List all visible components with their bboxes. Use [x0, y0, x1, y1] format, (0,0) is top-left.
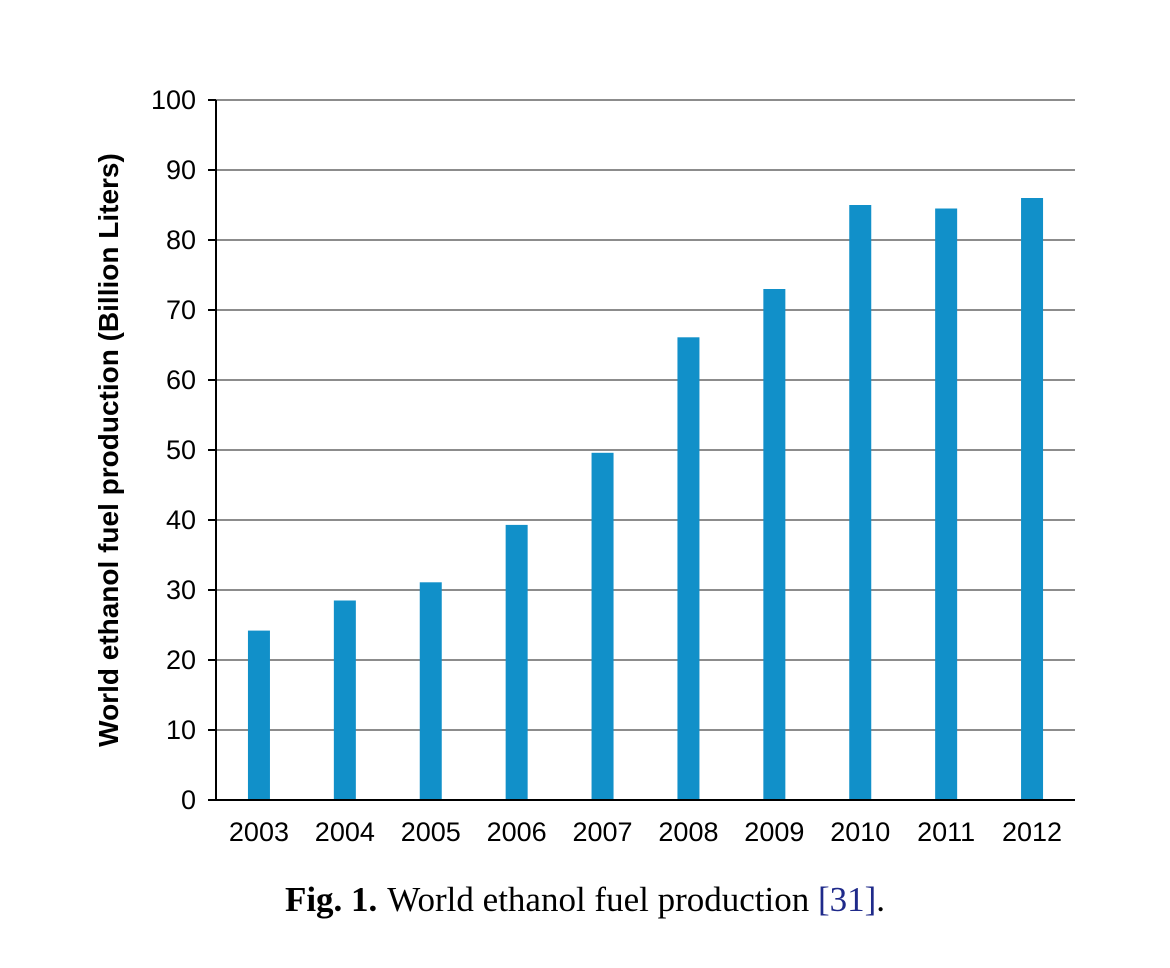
y-tick-label: 20: [166, 645, 196, 675]
x-tick-label: 2008: [658, 817, 718, 847]
y-tick-label: 60: [166, 365, 196, 395]
bar-2011: [935, 208, 958, 800]
bar-2010: [849, 205, 872, 800]
y-tick-label: 40: [166, 505, 196, 535]
y-tick-label: 0: [181, 785, 196, 815]
bar-2006: [505, 524, 528, 800]
y-tick-label: 50: [166, 435, 196, 465]
y-tick-label: 10: [166, 715, 196, 745]
caption-label: Fig. 1.: [284, 880, 378, 919]
caption-text: World ethanol fuel production: [387, 880, 818, 919]
bar-2005: [419, 582, 442, 800]
x-tick-labels: 2003 2004 2005 2006 2007 2008 2009 2010 2011 2012: [229, 817, 1062, 847]
y-tick-labels: 0 10 20 30 40 50 60 70 80 90 100: [151, 85, 196, 815]
caption-reference-link[interactable]: [31]: [817, 880, 877, 919]
figure-caption: Fig. 1. World ethanol fuel production [31…: [0, 880, 1170, 920]
y-tick-label: 100: [151, 85, 196, 115]
x-tick-label: 2006: [487, 817, 547, 847]
gridlines: [216, 99, 1075, 731]
x-tick-label: 2005: [401, 817, 461, 847]
bar-2003: [247, 630, 270, 800]
bar-2012: [1021, 198, 1044, 800]
bar-2008: [677, 337, 700, 800]
y-tick-label: 30: [166, 575, 196, 605]
bar-2004: [333, 600, 356, 800]
caption-end: .: [876, 880, 886, 919]
x-tick-label: 2010: [830, 817, 890, 847]
x-tick-label: 2003: [229, 817, 289, 847]
axes: [208, 99, 1075, 801]
y-tick-label: 90: [166, 155, 196, 185]
y-tick-label: 70: [166, 295, 196, 325]
x-tick-label: 2007: [573, 817, 633, 847]
y-axis-title: World ethanol fuel production (Billion L…: [93, 153, 124, 747]
bar-2007: [591, 452, 614, 800]
x-tick-label: 2011: [917, 817, 975, 847]
bar-2009: [763, 289, 786, 800]
x-tick-label: 2009: [744, 817, 804, 847]
bars: [247, 198, 1044, 800]
y-tick-label: 80: [166, 225, 196, 255]
x-tick-label: 2004: [315, 817, 375, 847]
x-tick-label: 2012: [1002, 817, 1062, 847]
